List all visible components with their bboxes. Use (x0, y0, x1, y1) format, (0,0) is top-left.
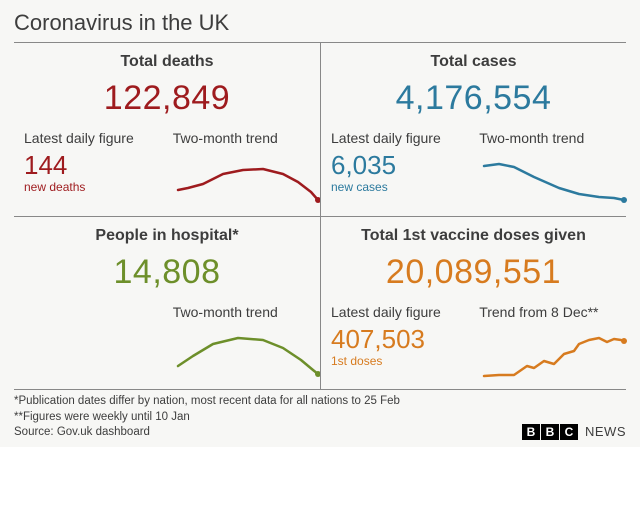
cases-daily-caption: new cases (331, 180, 468, 194)
vaccine-daily-value: 407,503 (331, 326, 468, 352)
cases-trend-label: Two-month trend (479, 130, 616, 146)
footnote-text: *Publication dates differ by nation, mos… (14, 394, 400, 441)
deaths-daily-label: Latest daily figure (24, 130, 161, 146)
panel-vaccine-title: Total 1st vaccine doses given (331, 227, 616, 245)
deaths-daily-value: 144 (24, 152, 161, 178)
footnotes: *Publication dates differ by nation, mos… (14, 390, 626, 441)
panel-vaccine: Total 1st vaccine doses given 20,089,551… (320, 216, 626, 389)
hospital-trend-label: Two-month trend (173, 304, 310, 320)
vaccine-total: 20,089,551 (331, 253, 616, 292)
panel-cases-title: Total cases (331, 53, 616, 71)
vaccine-trend-label: Trend from 8 Dec** (479, 304, 616, 320)
cases-total: 4,176,554 (331, 79, 616, 118)
deaths-trend-label: Two-month trend (173, 130, 310, 146)
deaths-sparkline (173, 152, 310, 207)
panel-deaths: Total deaths 122,849 Latest daily figure… (14, 43, 320, 216)
hospital-sparkline (173, 326, 310, 381)
vaccine-sparkline (479, 326, 616, 381)
hospital-total: 14,808 (24, 253, 310, 292)
vaccine-daily-caption: 1st doses (331, 354, 468, 368)
footnote-1: *Publication dates differ by nation, mos… (14, 394, 400, 410)
cases-sparkline (479, 152, 616, 207)
main-title: Coronavirus in the UK (14, 10, 626, 42)
cases-daily-value: 6,035 (331, 152, 468, 178)
footnote-2: **Figures were weekly until 10 Jan (14, 410, 400, 426)
deaths-total: 122,849 (24, 79, 310, 118)
bbc-news-text: NEWS (585, 423, 626, 441)
panel-hospital: People in hospital* 14,808 Two-month tre… (14, 216, 320, 389)
bbc-b2: B (541, 424, 559, 440)
panel-hospital-title: People in hospital* (24, 227, 310, 245)
deaths-daily-caption: new deaths (24, 180, 161, 194)
vaccine-daily-label: Latest daily figure (331, 304, 468, 320)
bbc-c: C (560, 424, 578, 440)
panel-deaths-title: Total deaths (24, 53, 310, 71)
infographic-container: Coronavirus in the UK Total deaths 122,8… (0, 0, 640, 447)
bbc-boxes: B B C (522, 424, 578, 440)
bbc-b1: B (522, 424, 540, 440)
panel-grid: Total deaths 122,849 Latest daily figure… (14, 43, 626, 390)
bbc-logo: B B C NEWS (522, 423, 626, 441)
footnote-3: Source: Gov.uk dashboard (14, 425, 400, 441)
panel-cases: Total cases 4,176,554 Latest daily figur… (320, 43, 626, 216)
cases-daily-label: Latest daily figure (331, 130, 468, 146)
